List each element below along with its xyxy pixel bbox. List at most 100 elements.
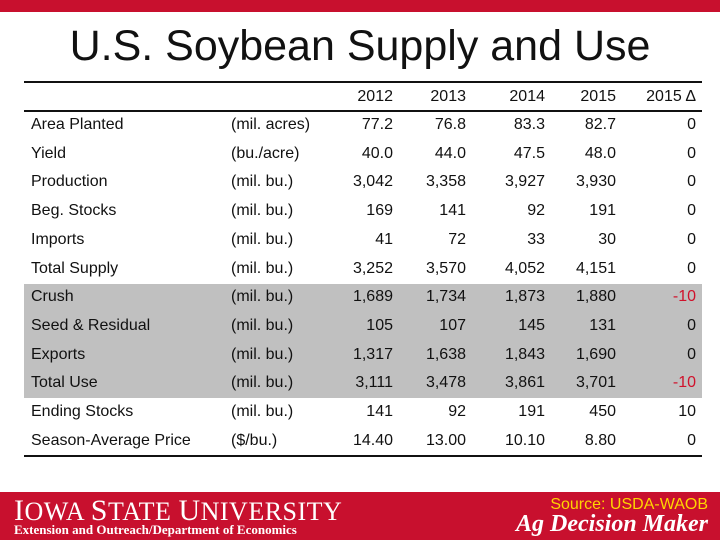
year-value: 3,861 — [504, 374, 545, 392]
column-header: 2014 — [509, 88, 545, 105]
change-value: 0 — [687, 173, 696, 191]
year-value: 14.40 — [352, 431, 393, 449]
year-value: 4,151 — [575, 259, 616, 277]
column-header: 2012 — [357, 88, 393, 105]
year-value: 1,843 — [504, 345, 545, 363]
row-unit: (mil. bu.) — [231, 288, 294, 306]
change-value: 0 — [687, 116, 696, 133]
year-value: 47.5 — [513, 144, 545, 162]
row-unit: (mil. bu.) — [231, 259, 294, 277]
table-row: Yield (bu./acre) 40.0 44.0 47.5 48.0 0 — [0, 141, 720, 170]
row-unit: (mil. bu.) — [231, 345, 294, 363]
year-value: 1,317 — [352, 345, 393, 363]
table-row: Imports (mil. bu.) 41 72 33 30 0 — [0, 227, 720, 256]
year-value: 3,930 — [575, 173, 616, 191]
change-value: 0 — [687, 144, 696, 162]
row-label: Seed & Residual — [31, 316, 151, 334]
year-value: 10.10 — [504, 431, 545, 449]
year-value: 72 — [448, 230, 466, 248]
change-value: 0 — [687, 431, 696, 449]
university-logo-text: IOWA STATE UNIVERSITY — [14, 494, 343, 527]
table-row: Season-Average Price ($/bu.) 14.40 13.00 10.… — [0, 428, 720, 457]
table-row: Exports (mil. bu.) 1,317 1,638 1,843 1,690 0 — [0, 342, 720, 371]
table-header-rule — [24, 110, 702, 112]
year-value: 191 — [518, 403, 545, 420]
row-label: Area Planted — [31, 116, 124, 133]
table-row: Area Planted (mil. acres) 77.2 76.8 83.3 82.7… — [0, 112, 720, 141]
row-label: Yield — [31, 144, 66, 162]
table-row: Beg. Stocks (mil. bu.) 169 141 92 191 0 — [0, 198, 720, 227]
year-value: 141 — [439, 202, 466, 220]
year-value: 8.80 — [584, 431, 616, 449]
top-red-bar — [0, 0, 720, 12]
change-value: 0 — [687, 230, 696, 248]
column-header: 2015 Δ — [646, 88, 696, 105]
change-value: 0 — [687, 202, 696, 220]
year-value: 1,690 — [575, 345, 616, 363]
year-value: 1,689 — [352, 288, 393, 306]
table-bottom-rule — [24, 455, 702, 457]
year-value: 30 — [598, 230, 616, 248]
row-label: Beg. Stocks — [31, 202, 117, 220]
year-value: 40.0 — [361, 144, 393, 162]
row-unit: (mil. bu.) — [231, 374, 294, 392]
year-value: 3,478 — [425, 374, 466, 392]
year-value: 4,052 — [504, 259, 545, 277]
row-label: Exports — [31, 345, 86, 363]
year-value: 48.0 — [584, 144, 616, 162]
footer-banner: IOWA STATE UNIVERSITY Extension and Outr… — [0, 492, 720, 540]
column-header: 2013 — [430, 88, 466, 105]
year-value: 33 — [527, 230, 545, 248]
row-unit: (mil. bu.) — [231, 173, 294, 191]
row-unit: (mil. bu.) — [231, 316, 294, 334]
row-label: Total Supply — [31, 259, 119, 277]
year-value: 3,570 — [425, 259, 466, 277]
year-value: 83.3 — [513, 116, 545, 133]
table-header-row: 2012 2013 2014 2015 2015 Δ — [0, 84, 720, 110]
row-unit: (mil. bu.) — [231, 230, 294, 248]
row-label: Crush — [31, 288, 74, 306]
year-value: 82.7 — [584, 116, 616, 133]
change-value: 0 — [687, 259, 696, 277]
table-row: Production (mil. bu.) 3,042 3,358 3,927 3,930… — [0, 169, 720, 198]
year-value: 3,701 — [575, 374, 616, 392]
year-value: 450 — [589, 403, 616, 420]
table-row: Total Use (mil. bu.) 3,111 3,478 3,861 3,701 -… — [0, 370, 720, 399]
year-value: 44.0 — [434, 144, 466, 162]
brand-name: Ag Decision Maker — [516, 511, 708, 537]
year-value: 1,638 — [425, 345, 466, 363]
year-value: 92 — [527, 202, 545, 220]
year-value: 1,734 — [425, 288, 466, 306]
year-value: 41 — [375, 230, 393, 248]
year-value: 3,358 — [425, 173, 466, 191]
row-unit: (bu./acre) — [231, 144, 300, 162]
year-value: 3,111 — [355, 374, 393, 392]
change-value: -10 — [672, 374, 696, 392]
year-value: 1,873 — [504, 288, 545, 306]
row-label: Production — [31, 173, 108, 191]
year-value: 1,880 — [575, 288, 616, 306]
change-value: 0 — [687, 316, 696, 334]
year-value: 3,042 — [352, 173, 393, 191]
year-value: 107 — [439, 316, 466, 334]
year-value: 169 — [366, 202, 393, 220]
year-value: 105 — [366, 316, 393, 334]
table-row: Total Supply (mil. bu.) 3,252 3,570 4,052 4,1… — [0, 256, 720, 285]
year-value: 145 — [518, 316, 545, 334]
slide-title: U.S. Soybean Supply and Use — [69, 22, 651, 70]
year-value: 76.8 — [434, 116, 466, 133]
row-label: Ending Stocks — [31, 403, 134, 420]
row-label: Imports — [31, 230, 85, 248]
table-row: Seed & Residual (mil. bu.) 105 107 145 131 0 — [0, 313, 720, 342]
year-value: 92 — [448, 403, 466, 420]
row-label: Total Use — [31, 374, 98, 392]
year-value: 77.2 — [361, 116, 393, 133]
year-value: 141 — [366, 403, 393, 420]
year-value: 191 — [589, 202, 616, 220]
row-unit: (mil. bu.) — [231, 403, 294, 420]
year-value: 13.00 — [425, 431, 466, 449]
column-header: 2015 — [580, 88, 616, 105]
row-unit: (mil. acres) — [231, 116, 311, 133]
year-value: 131 — [589, 316, 616, 334]
change-value: -10 — [672, 288, 696, 306]
